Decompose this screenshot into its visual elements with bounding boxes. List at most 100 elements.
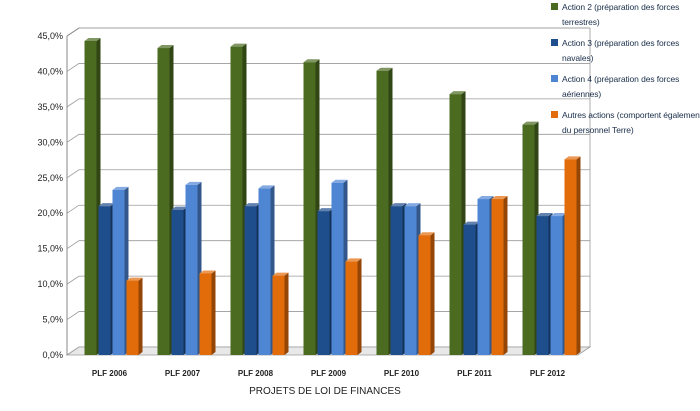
legend-item: Autres actions (comportent également du … [551,108,700,138]
bar-front [404,206,417,355]
bar-front [230,46,243,356]
x-tick-label: PLF 2007 [165,369,201,378]
bar-top [258,185,275,189]
bar-top [564,156,581,160]
bar-top [331,179,348,183]
bar-front [477,199,490,355]
legend-swatch [551,39,558,46]
bar-top [477,196,494,200]
bar-front [84,40,97,356]
bar-top [157,45,174,49]
bar-top [244,203,261,207]
bar-front [272,275,285,355]
bar-top [491,196,508,200]
bar [157,45,174,355]
bar-front [536,216,549,355]
bars [84,37,581,356]
bar [418,232,435,355]
bar-top [171,206,188,210]
bar-side [576,156,581,355]
bar-top [126,277,143,281]
bar-front [126,280,139,355]
bar-side [430,232,435,355]
legend-label: Action 3 (préparation des forces navales… [562,38,680,63]
bar [522,121,539,355]
bar-front [550,216,563,355]
bar [112,186,129,355]
bar-top [550,213,567,217]
bar-top [536,213,553,217]
x-tick-label: PLF 2009 [311,369,347,378]
bar-top [199,270,216,274]
bar-front [449,94,462,355]
bar-side [357,258,362,355]
bar [550,213,567,355]
bar [185,181,202,355]
y-tick-label: 40,0% [37,66,63,76]
y-tick-label: 45,0% [37,31,63,41]
bar-top [449,91,466,95]
gridline [66,169,590,179]
y-tick-label: 10,0% [37,279,63,289]
y-tick-label: 15,0% [37,244,63,254]
legend-item: Action 4 (préparation des forces aérienn… [551,72,700,102]
x-tick-label: PLF 2008 [238,369,274,378]
legend-swatch [551,75,558,82]
bar-top [230,43,247,47]
gridline [66,133,590,143]
bar-front [157,48,170,355]
bar-front [317,211,330,355]
bar [244,203,261,355]
bar [84,37,101,356]
bar [126,277,143,355]
x-tick-label: PLF 2006 [92,369,128,378]
bar-top [522,121,539,125]
bar-front [112,189,125,355]
y-tick-label: 5,0% [42,315,63,325]
bar-side [138,277,143,355]
bar [171,206,188,355]
bar [98,203,115,355]
legend-label: Action 4 (préparation des forces aérienn… [562,74,680,99]
legend-label: Autres actions (comportent également du … [562,110,700,135]
bar-front [463,224,476,355]
bar-front [185,184,198,355]
bar [477,196,494,355]
x-tick-label: PLF 2010 [384,369,420,378]
bar-top [463,221,480,225]
bar-side [503,196,508,355]
bar [272,272,289,355]
bar-front [258,188,271,355]
legend-label: Action 2 (préparation des forces terrest… [562,2,680,27]
x-axis: PLF 2006 PLF 2007 PLF 2008 PLF 2009 PLF 2010… [92,369,566,378]
bar [303,59,320,356]
bar-front [564,159,577,355]
bar-top [404,203,421,207]
bar [317,208,334,355]
bar-front [171,209,184,355]
bar [564,156,581,355]
bar-front [418,235,431,355]
bar [230,43,247,356]
bar-top [390,203,407,207]
bar-top [84,37,101,41]
bar-top [376,67,393,71]
bar-front [98,206,111,355]
bar-front [522,124,535,355]
bar [199,270,216,355]
bar-front [303,62,316,356]
bar-top [317,208,334,212]
legend-swatch [551,3,558,10]
x-tick-label: PLF 2011 [457,369,492,378]
bar-top [185,181,202,185]
x-tick-label: PLF 2012 [530,369,566,378]
bar [376,67,393,355]
bar-front [331,182,344,355]
bar-top [345,258,362,262]
bar-top [98,203,115,207]
x-axis-title: PROJETS DE LOI DE FINANCES [249,386,401,397]
bar-front [199,273,212,355]
bar-top [303,59,320,63]
y-tick-label: 30,0% [37,137,63,147]
